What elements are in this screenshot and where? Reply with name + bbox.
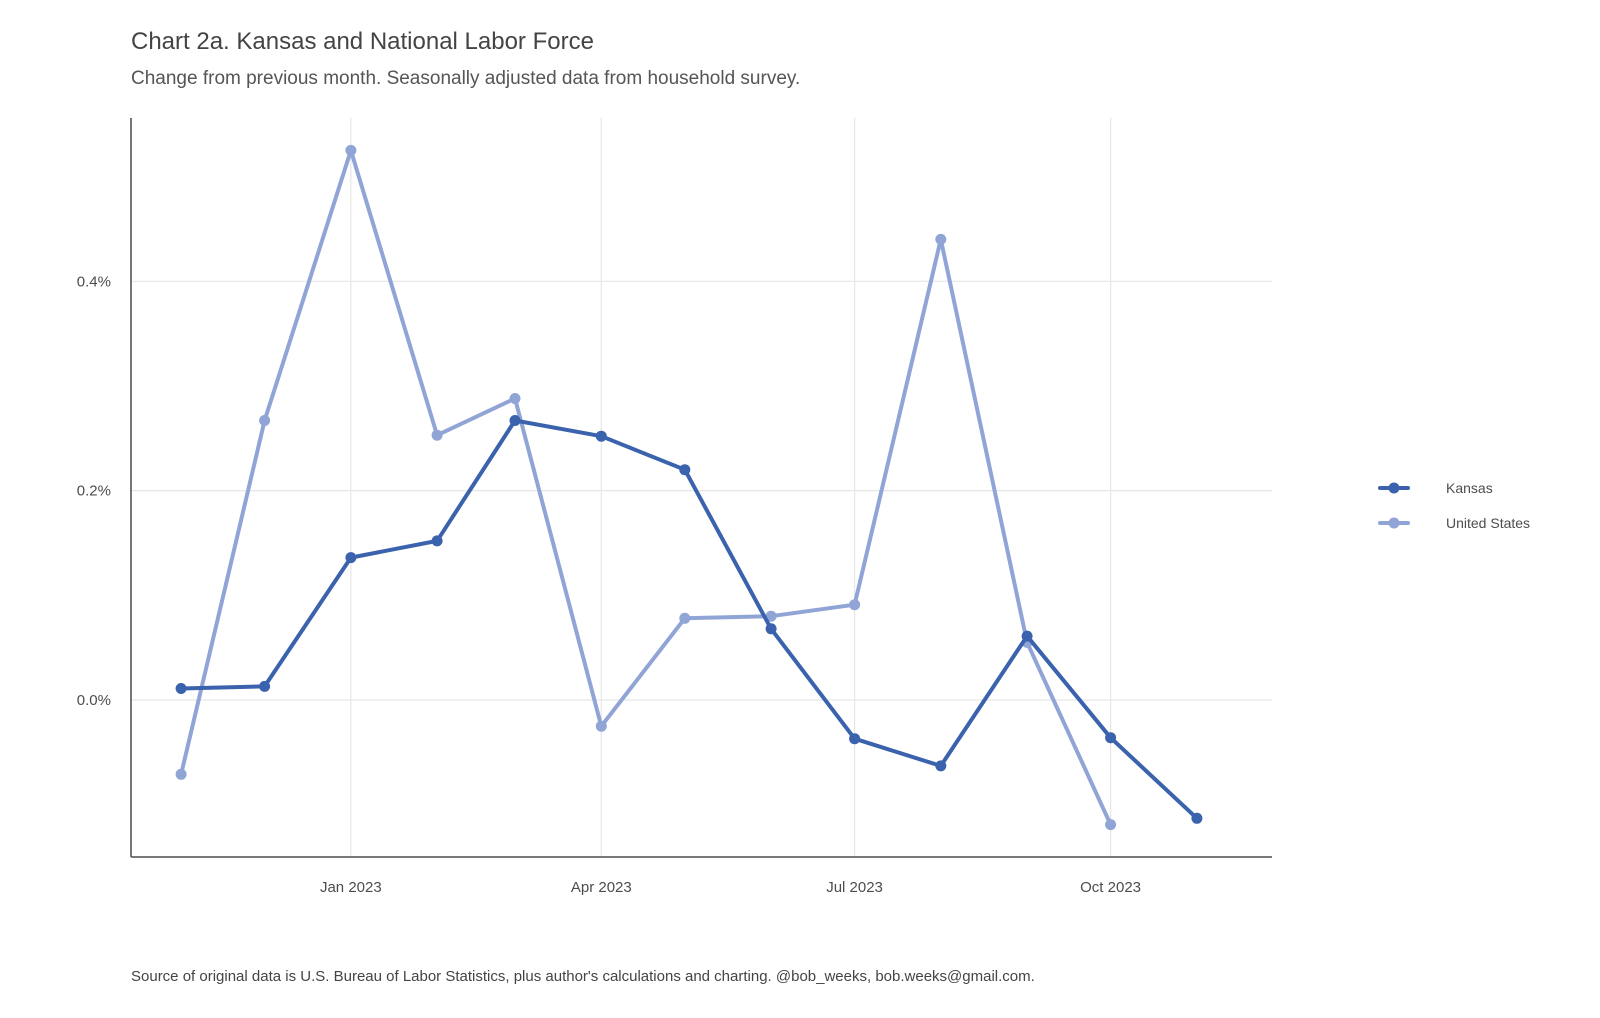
- data-point-united-states: [595, 720, 607, 732]
- data-point-kansas: [345, 552, 357, 564]
- data-point-kansas: [765, 623, 777, 635]
- legend-label: Kansas: [1446, 480, 1493, 496]
- chart-title: Chart 2a. Kansas and National Labor Forc…: [131, 28, 594, 55]
- data-point-kansas: [1105, 732, 1117, 744]
- data-point-united-states: [345, 144, 357, 156]
- series-line-united-states: [179, 148, 1113, 827]
- data-point-kansas: [595, 430, 607, 442]
- tick-labels: 0.0% 0.2% 0.4% Jan 2023 Apr 2023 Jul 2023 Oct …: [77, 273, 1141, 896]
- series-kansas: [175, 415, 1203, 824]
- y-tick-label: 0.0%: [77, 692, 111, 709]
- x-tick-label: Jul 2023: [826, 879, 883, 896]
- gridlines: [131, 118, 1272, 857]
- data-point-kansas: [175, 683, 187, 694]
- data-point-united-states: [849, 599, 861, 611]
- data-point-united-states: [175, 768, 187, 780]
- source-caption: Source of original data is U.S. Bureau o…: [131, 968, 1035, 985]
- series-layer: [175, 144, 1203, 831]
- data-point-kansas: [1191, 812, 1203, 824]
- data-point-kansas: [679, 464, 691, 476]
- data-point-kansas: [849, 733, 861, 745]
- data-point-united-states: [935, 233, 947, 245]
- x-tick-label: Oct 2023: [1080, 879, 1141, 896]
- data-point-kansas: [431, 535, 443, 547]
- data-point-united-states: [1105, 819, 1117, 831]
- x-tick-label: Apr 2023: [571, 879, 632, 896]
- data-point-united-states: [259, 415, 271, 426]
- data-point-kansas: [935, 760, 947, 772]
- data-point-kansas: [509, 415, 521, 426]
- series-united-states: [175, 144, 1117, 831]
- legend-item-united-states: United States: [1378, 515, 1530, 531]
- data-point-united-states: [765, 610, 777, 622]
- x-tick-label: Jan 2023: [320, 879, 382, 896]
- data-point-kansas: [1021, 630, 1033, 642]
- data-point-kansas: [259, 680, 271, 692]
- legend: Kansas United States: [1378, 480, 1530, 531]
- data-point-united-states: [509, 393, 521, 404]
- data-point-united-states: [679, 612, 691, 624]
- data-point-united-states: [431, 429, 443, 441]
- legend-label: United States: [1446, 515, 1530, 531]
- y-tick-label: 0.2%: [77, 483, 111, 500]
- chart-subtitle: Change from previous month. Seasonally a…: [131, 68, 801, 89]
- axes: [130, 118, 1272, 858]
- legend-item-kansas: Kansas: [1378, 480, 1493, 496]
- legend-key-point: [1388, 482, 1400, 494]
- legend-key-point: [1388, 517, 1400, 529]
- y-tick-label: 0.4%: [77, 273, 111, 290]
